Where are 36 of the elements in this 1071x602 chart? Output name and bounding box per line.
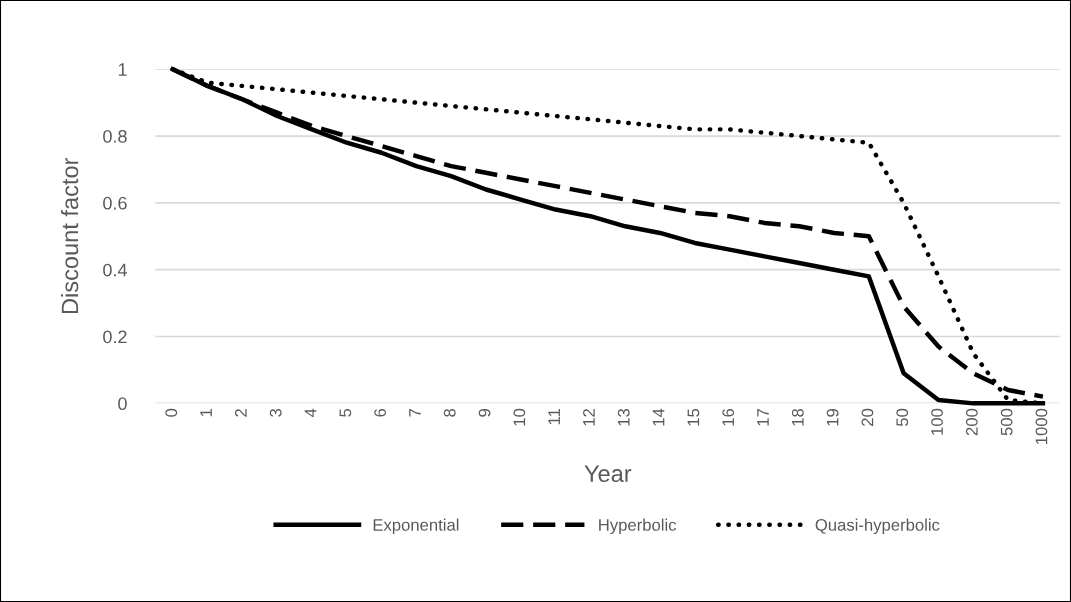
y-tick-label: 1: [118, 63, 127, 76]
x-tick-label: 19: [826, 408, 839, 426]
x-tick-label: 8: [443, 408, 456, 417]
x-tick-label: 0: [165, 408, 178, 417]
legend-label: Quasi-hyperbolic: [815, 518, 940, 535]
x-tick-label: 4: [304, 408, 317, 418]
y-tick-label: 0.6: [103, 196, 127, 210]
x-tick-label: 7: [409, 409, 421, 417]
x-tick-label: 100: [931, 408, 943, 435]
x-tick-label: 10: [513, 408, 526, 426]
y-tick-label: 0.4: [103, 263, 127, 277]
y-tick-label: 0.2: [103, 330, 127, 344]
x-tick-label: 6: [374, 408, 387, 417]
x-tick-label: 12: [583, 409, 595, 426]
y-tick-label: 0.8: [103, 129, 127, 143]
x-tick-label: 9: [478, 408, 491, 417]
x-tick-label: 1000: [1035, 408, 1048, 444]
x-tick-label: 3: [269, 408, 282, 417]
legend-label: Exponential: [373, 518, 459, 535]
x-tick-label: 13: [617, 408, 630, 426]
x-tick-label: 15: [687, 408, 700, 426]
legend-label: Hyperbolic: [599, 518, 677, 535]
x-tick-label: 5: [339, 408, 352, 417]
x-tick-label: 20: [861, 408, 874, 426]
x-tick-label: 200: [965, 408, 978, 436]
x-tick-label: 1: [200, 409, 212, 417]
x-tick-label: 17: [757, 409, 769, 426]
y-axis-title: Discount factor: [60, 157, 79, 314]
x-tick-label: 11: [548, 409, 560, 425]
x-axis-title: Year: [584, 465, 632, 483]
x-tick-label: 14: [652, 408, 665, 426]
x-tick-label: 500: [1000, 408, 1013, 436]
x-tick-label: 50: [896, 408, 909, 427]
x-tick-label: 18: [791, 408, 804, 426]
x-tick-label: 2: [234, 409, 247, 417]
x-tick-label: 16: [722, 408, 735, 426]
